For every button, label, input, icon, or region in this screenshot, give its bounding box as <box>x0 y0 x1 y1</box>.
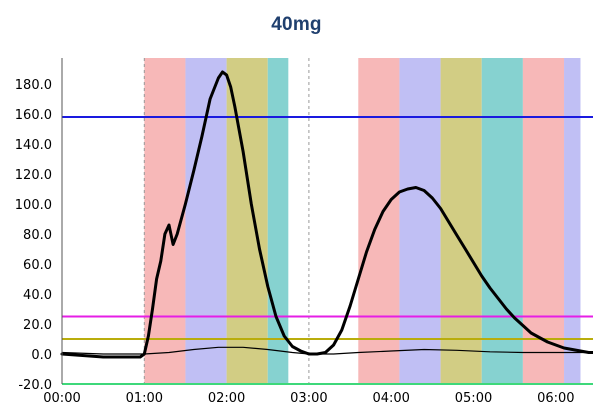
series-layer <box>60 70 593 359</box>
y-tick-label-2: 140.0 <box>15 138 52 153</box>
x-tick-label-5: 05:00 <box>455 391 492 406</box>
series-line-1 <box>61 346 593 355</box>
chart-title: 40mg <box>271 14 322 35</box>
y-tick-label-5: 80.0 <box>23 228 52 243</box>
band-7 <box>481 58 523 384</box>
y-tick-label-0: 180.0 <box>15 78 52 93</box>
x-tick-label-3: 03:00 <box>290 391 327 406</box>
y-tick-label-9: 0.0 <box>31 348 52 363</box>
y-tick-label-7: 40.0 <box>23 288 52 303</box>
x-tick-label-0: 00:00 <box>43 391 80 406</box>
y-tick-label-8: 20.0 <box>23 318 52 333</box>
band-2 <box>226 58 268 384</box>
y-tick-labels: 180.0 160.0 140.0 120.0 100.0 80.0 60.0 40.0 20.… <box>15 78 52 393</box>
band-0 <box>144 58 186 384</box>
series-line-0 <box>60 70 593 359</box>
band-1 <box>185 58 227 384</box>
y-tick-label-3: 120.0 <box>15 168 52 183</box>
vertical-grid-layer <box>143 58 310 384</box>
x-tick-label-4: 04:00 <box>372 391 409 406</box>
y-tick-label-1: 160.0 <box>15 108 52 123</box>
x-tick-label-6: 06:00 <box>537 391 574 406</box>
x-tick-label-1: 01:00 <box>126 391 163 406</box>
band-8 <box>522 58 565 384</box>
band-5 <box>399 58 441 384</box>
y-tick-label-10: -20.0 <box>18 378 52 393</box>
x-tick-labels: 00:00 01:00 02:00 03:00 04:00 05:00 06:00 <box>43 391 574 406</box>
y-tick-label-6: 60.0 <box>23 258 52 273</box>
x-tick-label-2: 02:00 <box>208 391 245 406</box>
band-9 <box>564 58 581 384</box>
y-tick-label-4: 100.0 <box>15 198 52 213</box>
